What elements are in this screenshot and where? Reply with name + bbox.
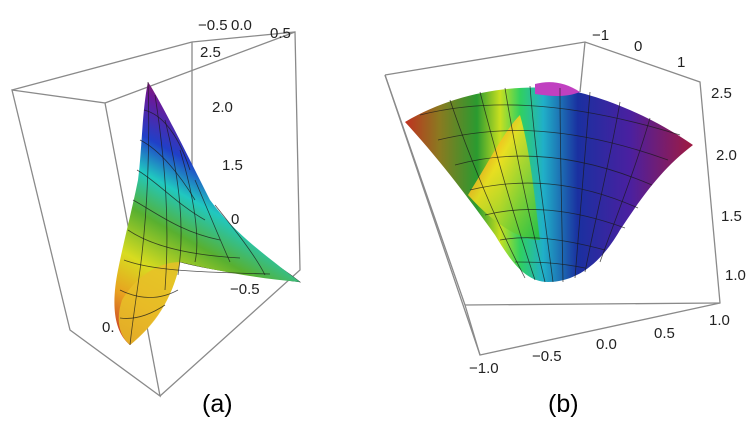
tick-label: 1.5 bbox=[222, 157, 243, 174]
tick-label: 0 bbox=[231, 211, 239, 228]
tick-label: 1.0 bbox=[709, 312, 730, 329]
axis-top-b: −1 0 1 bbox=[592, 27, 685, 71]
axis-top-a: −0.5 0.0 0.5 bbox=[198, 17, 291, 42]
mesh-a bbox=[119, 81, 271, 346]
tick-label: 0 bbox=[634, 38, 642, 55]
surface-b-left bbox=[468, 115, 540, 240]
caption-b: (b) bbox=[548, 390, 579, 418]
caption-a: (a) bbox=[202, 390, 233, 418]
tick-label: 1 bbox=[677, 54, 685, 71]
tick-label: −0.5 bbox=[532, 348, 562, 365]
tick-label: 2.5 bbox=[711, 85, 732, 102]
mesh-b bbox=[419, 85, 681, 283]
tick-label: −0.5 bbox=[198, 17, 228, 34]
tick-label: 1.0 bbox=[725, 267, 746, 284]
surface-b-cap bbox=[535, 82, 580, 96]
axis-right-b: 2.5 2.0 1.5 1.0 bbox=[711, 85, 746, 284]
tick-label: 2.5 bbox=[200, 44, 221, 61]
panel-a: −0.5 0.0 0.5 2.5 2.0 1.5 0 −0.5 0. (a) bbox=[11, 17, 302, 418]
surface-a-lip bbox=[118, 262, 180, 345]
axis-inner-a: 0 −0.5 bbox=[230, 211, 260, 298]
tick-label: −0.5 bbox=[230, 281, 260, 298]
axis-bottom-b: −1.0 −0.5 0.0 0.5 1.0 bbox=[469, 312, 730, 377]
tick-label: 2.0 bbox=[716, 147, 737, 164]
tick-label: 0.5 bbox=[270, 25, 291, 42]
tick-label: −1 bbox=[592, 27, 609, 44]
tick-label: −1.0 bbox=[469, 360, 499, 377]
tick-label: 0.0 bbox=[596, 336, 617, 353]
surface-b bbox=[405, 87, 693, 282]
tick-label: 0. bbox=[102, 319, 115, 336]
tick-label: 2.0 bbox=[212, 99, 233, 116]
tick-label: 0.5 bbox=[654, 325, 675, 342]
tick-label: 1.5 bbox=[721, 208, 742, 225]
axis-right-a: 2.5 2.0 1.5 bbox=[200, 44, 243, 174]
panel-b: −1 0 1 2.5 2.0 1.5 1.0 −1.0 −0.5 0.0 0.5… bbox=[384, 27, 746, 418]
tick-label: 0.0 bbox=[231, 17, 252, 34]
